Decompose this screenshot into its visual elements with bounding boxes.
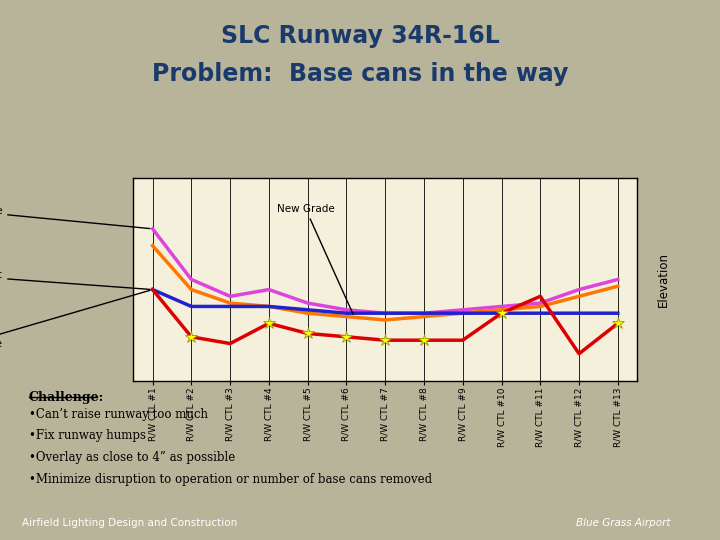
- Text: Blue Grass Airport: Blue Grass Airport: [576, 518, 670, 528]
- Text: New Grade: New Grade: [276, 204, 353, 314]
- Text: •Minimize disruption to operation or number of base cans removed: •Minimize disruption to operation or num…: [29, 472, 432, 485]
- Text: Existing Grade: Existing Grade: [0, 206, 150, 228]
- Text: Problem:  Base cans in the way: Problem: Base cans in the way: [152, 62, 568, 86]
- Text: Milled Surface: Milled Surface: [0, 291, 150, 349]
- Text: Airfield Lighting Design and Construction: Airfield Lighting Design and Constructio…: [22, 518, 237, 528]
- Text: Challenge:: Challenge:: [29, 392, 104, 404]
- Text: •Can’t raise runway too much: •Can’t raise runway too much: [29, 408, 208, 421]
- Text: Base Can Height: Base Can Height: [0, 271, 150, 289]
- Text: •Fix runway humps: •Fix runway humps: [29, 429, 145, 442]
- Text: Elevation: Elevation: [657, 252, 670, 307]
- Text: •Overlay as close to 4” as possible: •Overlay as close to 4” as possible: [29, 451, 235, 464]
- Text: SLC Runway 34R-16L: SLC Runway 34R-16L: [220, 24, 500, 48]
